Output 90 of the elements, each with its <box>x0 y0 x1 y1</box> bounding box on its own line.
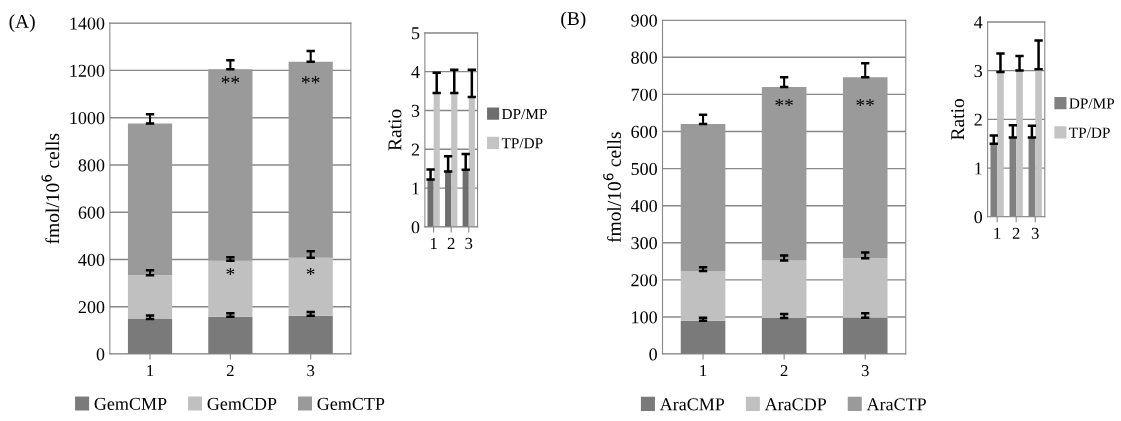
bar <box>288 315 333 355</box>
x-tick-label: 1 <box>994 227 1001 239</box>
y-tick-label: 900 <box>631 14 657 27</box>
y-tick-label: 1 <box>975 162 982 175</box>
bar <box>842 77 888 259</box>
y-tick-label: 0 <box>96 348 105 361</box>
bar <box>462 169 469 227</box>
x-tick-label: 2 <box>447 237 455 249</box>
x-tick-label: 1 <box>700 365 707 377</box>
y-tick-label: 4 <box>974 16 983 29</box>
bar <box>433 93 440 227</box>
x-tick-label: 3 <box>465 237 473 250</box>
x-tick-label: 1 <box>147 365 154 377</box>
bar <box>445 171 452 227</box>
legend-label: DP/MP <box>501 108 547 120</box>
y-tick-label: 0 <box>649 348 657 361</box>
y-tick-label: 1200 <box>70 64 105 77</box>
bar <box>427 179 434 227</box>
annotation: * <box>306 267 315 276</box>
x-tick-label: 2 <box>226 365 234 377</box>
y-tick-label: 3 <box>411 104 420 117</box>
bar <box>127 275 173 320</box>
bar <box>1016 70 1023 217</box>
legend-label: AraCMP <box>659 398 725 411</box>
bar <box>208 69 253 261</box>
y-tick-label: 2 <box>974 113 982 126</box>
bar <box>208 260 253 317</box>
bar <box>680 320 726 355</box>
y-axis-title: fmol/10$^{6}$ cells <box>603 132 621 243</box>
y-tick-label: 600 <box>78 206 105 219</box>
x-tick-label: 3 <box>861 365 869 377</box>
chart-title: (A) <box>9 14 35 32</box>
bar <box>468 96 475 227</box>
y-tick-label: 1 <box>412 182 419 195</box>
legend-label: TP/DP <box>1069 127 1110 138</box>
y-tick-label: 800 <box>631 51 657 64</box>
y-axis-title: Ratio <box>388 109 402 151</box>
annotation: * <box>226 267 235 276</box>
annotation: ** <box>221 76 240 84</box>
y-tick-label: 700 <box>631 88 657 101</box>
x-tick-label: 2 <box>1012 227 1020 239</box>
bar <box>288 257 333 316</box>
legend-label: DP/MP <box>1069 98 1115 109</box>
y-tick-label: 200 <box>631 274 657 287</box>
bar <box>761 318 807 355</box>
legend-label: AraCDP <box>764 398 827 411</box>
y-tick-label: 500 <box>631 162 657 176</box>
y-axis-title: fmol/10$^{6}$ cells <box>41 133 60 244</box>
legend-label: GemCMP <box>94 397 167 410</box>
y-tick-label: 800 <box>78 159 105 172</box>
y-tick-label: 4 <box>411 66 420 78</box>
y-tick-label: 5 <box>412 27 420 40</box>
x-tick-label: 2 <box>780 365 788 377</box>
x-tick-label: 3 <box>307 365 315 377</box>
y-tick-label: 400 <box>630 199 657 213</box>
bar <box>842 317 888 355</box>
y-tick-label: 1400 <box>70 17 105 30</box>
annotation: ** <box>856 98 874 107</box>
chart-title: (B) <box>561 11 586 30</box>
y-tick-label: 1000 <box>70 111 105 125</box>
bar <box>842 258 888 318</box>
x-tick-label: 1 <box>430 237 437 249</box>
legend-label: TP/DP <box>501 138 543 149</box>
annotation: ** <box>301 76 320 84</box>
bar <box>451 93 458 227</box>
annotation: ** <box>775 98 793 107</box>
legend-label: GemCTP <box>317 397 385 410</box>
bar <box>127 123 173 276</box>
legend-label: GemCDP <box>207 397 277 410</box>
y-tick-label: 200 <box>78 301 105 314</box>
y-tick-label: 100 <box>632 311 657 324</box>
y-tick-label: 600 <box>631 125 657 138</box>
bar <box>680 124 726 271</box>
y-tick-label: 0 <box>974 211 983 224</box>
bar <box>997 72 1004 217</box>
y-tick-label: 0 <box>411 221 420 234</box>
legend-label: AraCTP <box>866 398 926 411</box>
bar <box>208 316 253 355</box>
bar <box>288 61 333 258</box>
bar <box>761 86 807 261</box>
bar <box>1035 69 1042 217</box>
y-tick-label: 2 <box>411 143 419 156</box>
bar <box>761 260 807 319</box>
y-tick-label: 3 <box>974 64 983 78</box>
x-tick-label: 3 <box>1031 227 1039 239</box>
bar <box>127 319 173 355</box>
y-tick-label: 400 <box>78 253 105 266</box>
bar <box>680 270 726 321</box>
y-tick-label: 300 <box>631 237 657 250</box>
y-axis-title: Ratio <box>951 99 965 140</box>
